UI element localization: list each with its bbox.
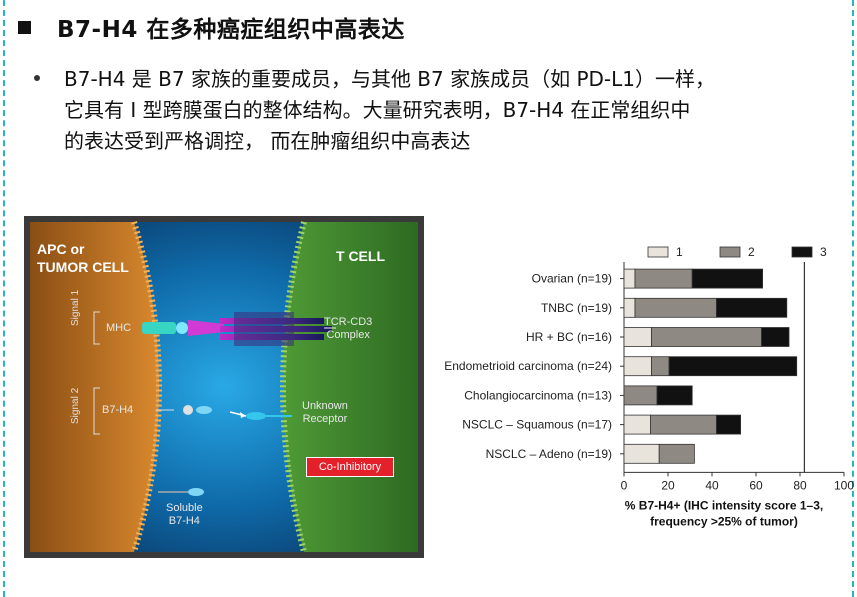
bar-segment-1 [623, 297, 636, 318]
soluble-label-line1: Soluble [166, 502, 203, 514]
bar-segment-3 [691, 268, 764, 289]
bar-segment-1 [623, 414, 651, 435]
soluble-b7h4 [188, 488, 204, 496]
tcr-head [188, 320, 224, 336]
b7h4-mechanism-diagram: APC or TUMOR CELL T CELL Signal 1 Signal… [24, 216, 424, 558]
x-tick-label: 0 [621, 478, 628, 492]
legend-label-2: 2 [748, 245, 755, 259]
unknown-label-line1: Unknown [302, 400, 348, 412]
soluble-label: Soluble B7-H4 [166, 502, 203, 528]
chart-svg: 1 2 3 Ovarian (n=19) TNBC (n=19) HR + BC (n=1… [444, 245, 854, 528]
bullet-line-3: 的表达受到严格调控， 而在肿瘤组织中高表达 [64, 129, 471, 153]
tcr-label: TCR-CD3 Complex [324, 316, 372, 342]
bar-segment-2 [651, 327, 762, 347]
apc-cell [30, 222, 159, 552]
t-cell [283, 222, 418, 552]
arrow-head-icon [240, 412, 246, 418]
category-label: Endometrioid carcinoma (n=24) [444, 359, 612, 373]
mhc-label: MHC [106, 322, 132, 334]
bar-segment-1 [623, 443, 660, 464]
x-tick-label: 60 [749, 478, 763, 492]
b7h4-expression-chart: 1 2 3 Ovarian (n=19) TNBC (n=19) HR + BC (n=1… [420, 238, 857, 558]
bullet-line-1: B7-H4 是 B7 家族的重要成员，与其他 B7 家族成员（如 PD-L1）一… [64, 67, 716, 91]
b7h4-domain [196, 406, 212, 414]
t-cell-membrane [280, 221, 307, 553]
t-cell-label: T CELL [336, 248, 385, 264]
title-row: B7-H4 在多种癌症组织中高表达 [18, 10, 405, 44]
bar-segment-3 [761, 327, 790, 347]
diagram-artwork [30, 221, 418, 553]
legend-swatch-2 [719, 246, 741, 258]
bar-segment-3 [715, 297, 788, 318]
apc-label-line1: APC or [37, 241, 85, 257]
x-axis-label-line1: % B7-H4+ (IHC intensity score 1–3, [625, 498, 823, 512]
category-label: Ovarian (n=19) [532, 272, 612, 286]
x-tick-label: 80 [793, 478, 807, 492]
category-label: TNBC (n=19) [541, 301, 612, 315]
page-title: B7-H4 在多种癌症组织中高表达 [57, 17, 405, 43]
x-tick-label: 40 [705, 478, 719, 492]
legend-label-3: 3 [820, 245, 827, 259]
bar-segment-3 [656, 385, 693, 406]
x-axis-label-line2: frequency >25% of tumor) [650, 514, 798, 528]
unknown-receptor-label: Unknown Receptor [302, 400, 348, 426]
apc-label-line2: TUMOR CELL [37, 259, 129, 275]
bar-segment-2 [634, 268, 693, 289]
tcr-label-line1: TCR-CD3 [324, 316, 373, 328]
left-border [3, 0, 5, 597]
legend-swatch-3 [791, 246, 813, 258]
b7h4-molecule [183, 405, 193, 415]
bar-segment-2 [623, 385, 658, 406]
bullet-line-2: 它具有 I 型跨膜蛋白的整体结构。大量研究表明，B7-H4 在正常组织中 [64, 98, 691, 122]
bar-segment-1 [623, 268, 636, 289]
x-tick-label: 100 [834, 478, 854, 492]
bar-segment-1 [623, 327, 652, 347]
bar-segment-1 [623, 356, 652, 377]
bar-segment-2 [649, 414, 717, 435]
bullet-dot-icon [34, 75, 40, 81]
category-label: Cholangiocarcinoma (n=13) [464, 388, 612, 402]
right-border [852, 0, 854, 597]
bullet-text: B7-H4 是 B7 家族的重要成员，与其他 B7 家族成员（如 PD-L1）一… [64, 64, 844, 157]
x-tick-label: 20 [661, 478, 675, 492]
square-bullet-icon [18, 20, 31, 34]
bar-segment-2 [651, 356, 670, 377]
signal2-label: Signal 2 [70, 387, 81, 424]
legend-label-1: 1 [676, 245, 683, 259]
category-label: NSCLC – Squamous (n=17) [462, 418, 612, 432]
unknown-receptor [246, 412, 266, 420]
bar-segment-3 [715, 414, 741, 435]
co-inhibitory-badge: Co-Inhibitory [306, 457, 394, 477]
category-label: NSCLC – Adeno (n=19) [486, 447, 612, 461]
peptide-icon [176, 322, 188, 334]
tcr-label-line2: Complex [326, 329, 370, 341]
signal1-label: Signal 1 [70, 289, 81, 326]
bullet-paragraph: B7-H4 是 B7 家族的重要成员，与其他 B7 家族成员（如 PD-L1）一… [34, 64, 844, 157]
apc-label: APC or TUMOR CELL [37, 240, 129, 276]
b7h4-label: B7-H4 [102, 404, 134, 416]
mhc-molecule [142, 322, 176, 334]
cd3-body [234, 312, 294, 346]
bar-segment-2 [634, 297, 717, 318]
signal2-bracket [93, 387, 100, 435]
unknown-label-line2: Receptor [302, 413, 348, 425]
bar-segment-3 [668, 356, 798, 377]
legend-swatch-1 [647, 246, 669, 258]
soluble-label-line2: B7-H4 [168, 515, 200, 527]
signal1-bracket [93, 311, 100, 345]
bar-segment-2 [658, 443, 695, 464]
category-label: HR + BC (n=16) [526, 330, 612, 344]
apc-membrane [131, 221, 162, 553]
